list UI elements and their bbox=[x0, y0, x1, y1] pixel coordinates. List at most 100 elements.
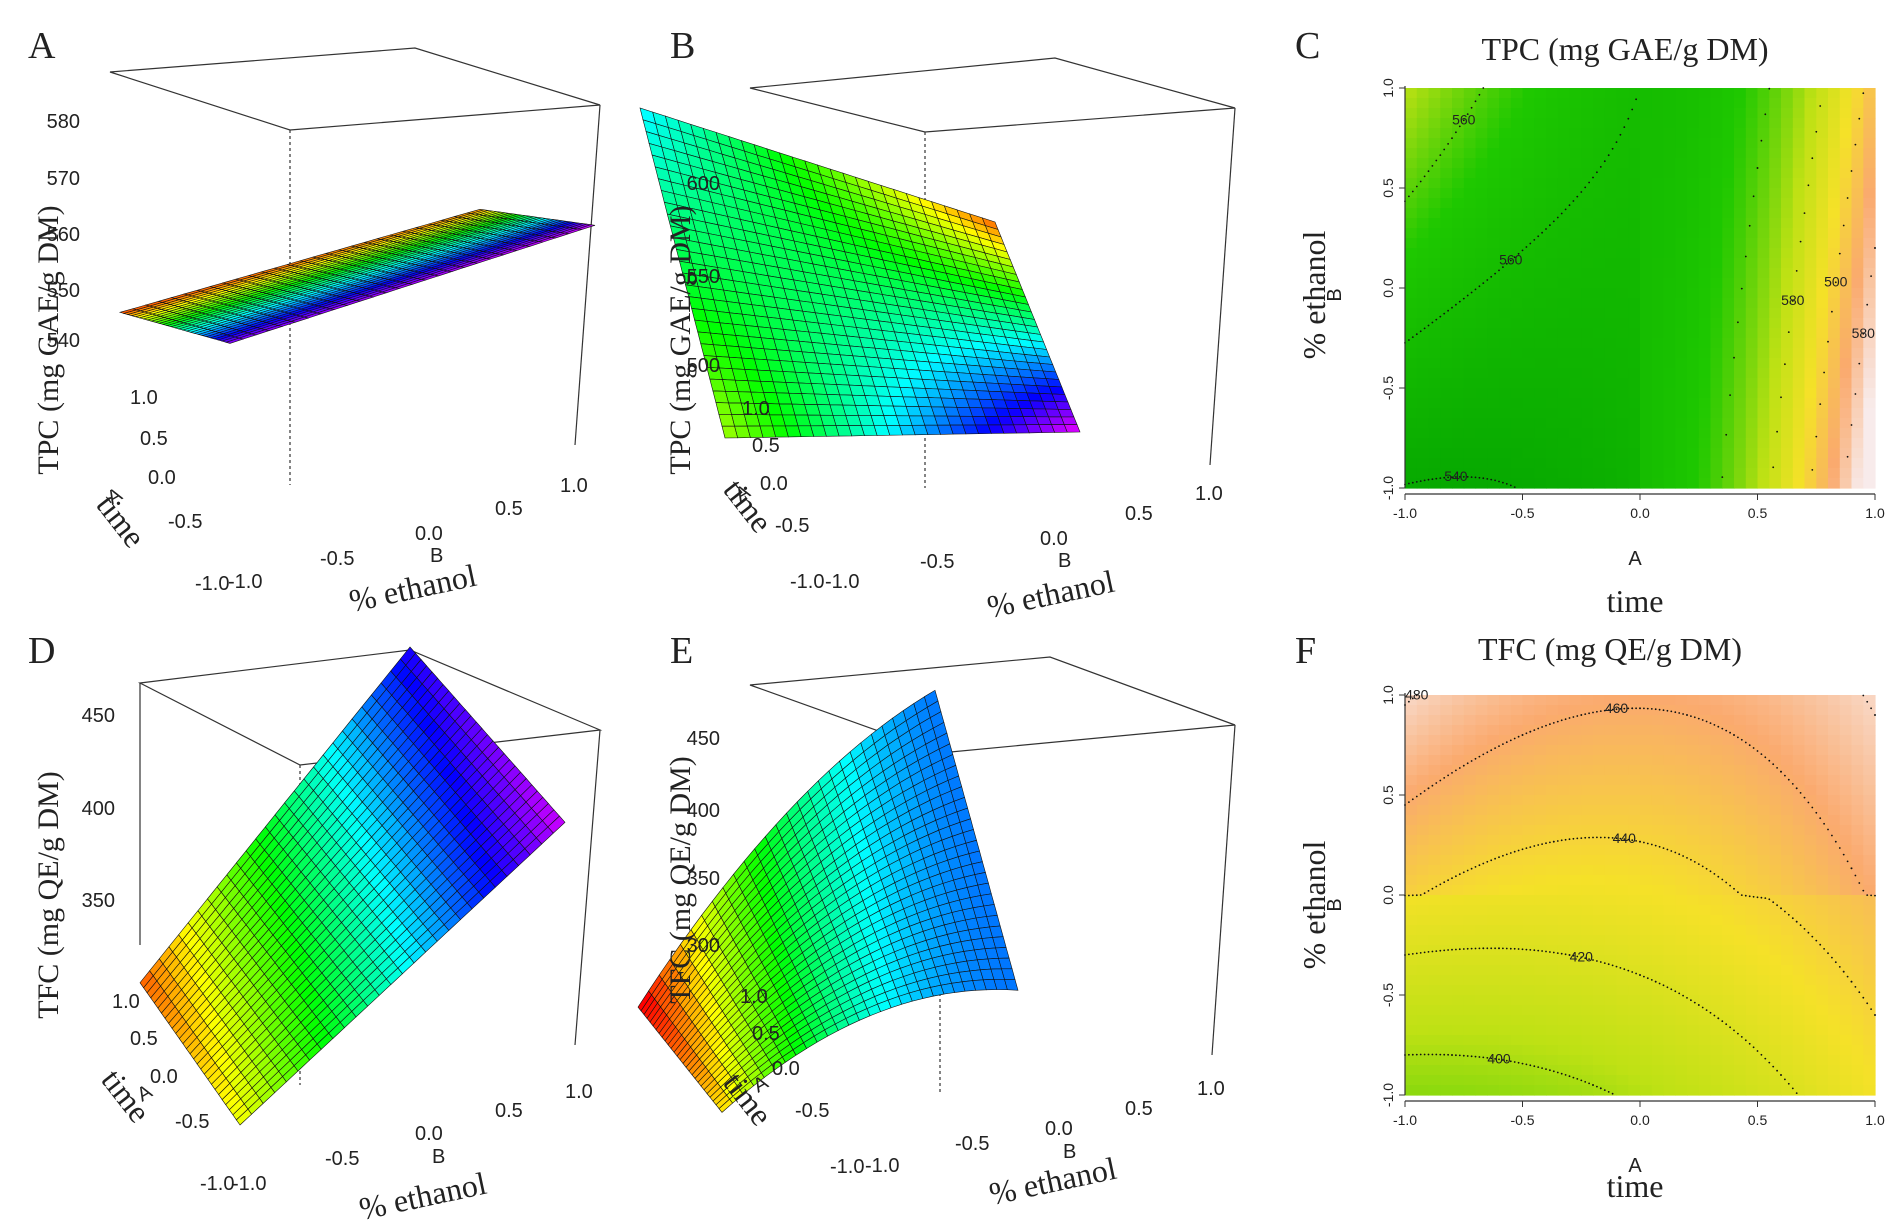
heatC-cell bbox=[1828, 228, 1841, 239]
heatC-cell bbox=[1557, 98, 1571, 109]
heatC-cell bbox=[1487, 178, 1500, 189]
heatC-cell bbox=[1839, 188, 1853, 199]
heatC-cell bbox=[1745, 438, 1759, 449]
heatC-cell bbox=[1628, 368, 1641, 379]
heatC-cell bbox=[1487, 338, 1500, 349]
heatC-cell bbox=[1499, 348, 1512, 359]
heatC-cell bbox=[1663, 268, 1676, 279]
heatC-cell bbox=[1675, 208, 1688, 219]
heatC-cell bbox=[1546, 338, 1559, 349]
heatC-cell bbox=[1428, 118, 1441, 129]
heatC-cell bbox=[1734, 378, 1747, 389]
heatC-contour-point bbox=[1490, 275, 1493, 278]
heatC-contour-point bbox=[1419, 180, 1422, 183]
heatC-contour-point bbox=[1470, 476, 1473, 478]
heatC-cell bbox=[1628, 148, 1641, 159]
heatC-cell bbox=[1804, 428, 1817, 439]
heatC-cell bbox=[1651, 288, 1665, 299]
heatC-cell bbox=[1452, 368, 1465, 379]
heatC-cell bbox=[1405, 238, 1418, 249]
heatC-cell bbox=[1839, 208, 1853, 219]
heatC-cell bbox=[1440, 188, 1453, 199]
heatC-cell bbox=[1651, 398, 1665, 409]
heatC-cell bbox=[1745, 238, 1759, 249]
heatC-cell bbox=[1628, 458, 1641, 469]
heatC-cell bbox=[1769, 248, 1782, 259]
heatC-cell bbox=[1628, 238, 1641, 249]
heatC-cell bbox=[1452, 128, 1465, 139]
heatC-cell bbox=[1804, 338, 1817, 349]
heatC-cell bbox=[1405, 228, 1418, 239]
heatC-cell bbox=[1816, 348, 1829, 359]
heatC-cell bbox=[1510, 308, 1524, 319]
heatC-cell bbox=[1804, 178, 1817, 189]
heatC-cell bbox=[1487, 128, 1500, 139]
heatC-cell bbox=[1440, 428, 1453, 439]
heatC-cell bbox=[1663, 438, 1676, 449]
heatC-cell bbox=[1710, 398, 1723, 409]
heatC-cell bbox=[1792, 198, 1806, 209]
heatC-cell bbox=[1687, 288, 1700, 299]
heatC-cell bbox=[1710, 378, 1723, 389]
heatC-cell bbox=[1839, 388, 1853, 399]
heatC-cell bbox=[1510, 288, 1524, 299]
x-tick-label: 0.0 bbox=[1630, 505, 1650, 521]
time-tick-a-2: 0.0 bbox=[148, 467, 176, 489]
heatC-cell bbox=[1499, 288, 1512, 299]
heatC-cell bbox=[1769, 238, 1782, 249]
heatC-cell bbox=[1499, 168, 1512, 179]
heatC-cell bbox=[1757, 118, 1770, 129]
heatC-cell bbox=[1546, 438, 1559, 449]
heatC-cell bbox=[1499, 308, 1512, 319]
heatC-cell bbox=[1534, 348, 1547, 359]
heatC-cell bbox=[1804, 448, 1817, 459]
heatC-contour-point bbox=[1447, 309, 1449, 312]
heatC-contour-point bbox=[1635, 98, 1637, 101]
heatC-cell bbox=[1487, 168, 1500, 179]
heatC-cell bbox=[1499, 188, 1512, 199]
heatC-cell bbox=[1687, 328, 1700, 339]
heatC-cell bbox=[1616, 188, 1629, 199]
heatC-contour-point bbox=[1596, 171, 1598, 174]
heatC-cell bbox=[1757, 238, 1770, 249]
heatC-cell bbox=[1769, 338, 1782, 349]
heatC-cell bbox=[1616, 218, 1629, 229]
heatC-cell bbox=[1616, 158, 1629, 169]
heatC-contour-point bbox=[1834, 281, 1837, 284]
heatC-cell bbox=[1452, 458, 1465, 469]
heatC-cell bbox=[1428, 468, 1441, 479]
heatC-contour-label: 580 bbox=[1852, 325, 1876, 341]
heatC-cell bbox=[1745, 138, 1759, 149]
heatC-cell bbox=[1710, 178, 1723, 189]
panel-label-a: A bbox=[28, 25, 56, 67]
heatC-cell bbox=[1816, 338, 1829, 349]
heatC-cell bbox=[1839, 108, 1853, 119]
heatC-cell bbox=[1440, 328, 1453, 339]
time-tick-b-1: -0.5 bbox=[775, 515, 809, 537]
time-tick-a-4: 1.0 bbox=[130, 387, 158, 409]
heatC-cell bbox=[1616, 278, 1629, 289]
heatC-cell bbox=[1757, 268, 1770, 279]
heatC-cell bbox=[1581, 238, 1594, 249]
heatC-cell bbox=[1769, 458, 1782, 469]
heatC-cell bbox=[1452, 268, 1465, 279]
heatC-cell bbox=[1698, 278, 1712, 289]
heatC-cell bbox=[1687, 188, 1700, 199]
heatC-cell bbox=[1557, 388, 1571, 399]
heatC-cell bbox=[1581, 408, 1594, 419]
heatC-cell bbox=[1710, 238, 1723, 249]
heatC-cell bbox=[1640, 338, 1653, 349]
heatC-cell bbox=[1863, 158, 1876, 169]
heatC-cell bbox=[1628, 178, 1641, 189]
heatC-cell bbox=[1604, 168, 1618, 179]
heatC-cell bbox=[1745, 128, 1759, 139]
heatC-cell bbox=[1816, 218, 1829, 229]
heatC-cell bbox=[1863, 238, 1876, 249]
heatC-cell bbox=[1851, 218, 1864, 229]
heatC-cell bbox=[1557, 188, 1571, 199]
heatC-cell bbox=[1792, 238, 1806, 249]
heatC-contour-point bbox=[1490, 478, 1493, 481]
heatC-cell bbox=[1640, 258, 1653, 269]
heatC-cell bbox=[1534, 238, 1547, 249]
